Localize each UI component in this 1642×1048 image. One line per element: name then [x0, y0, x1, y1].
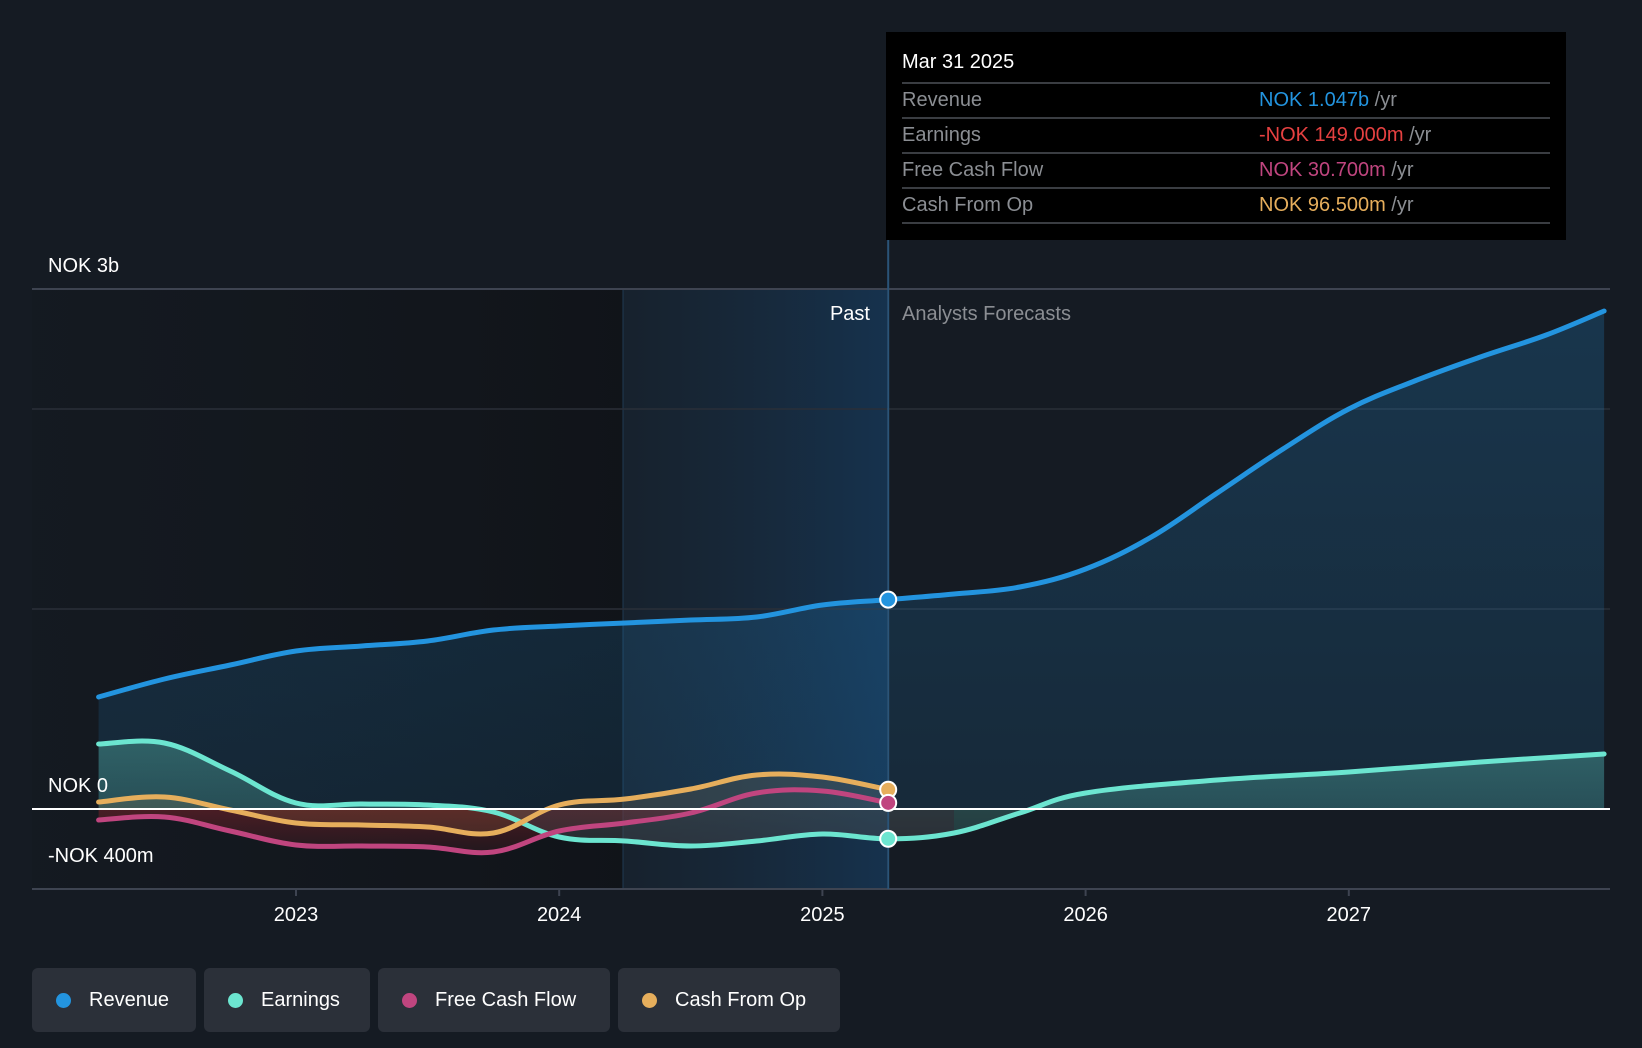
tooltip-date: Mar 31 2025	[902, 32, 1550, 84]
tooltip-value-number: NOK 30.700m	[1259, 159, 1386, 181]
tooltip-unit: /yr	[1374, 89, 1397, 111]
x-tick-label: 2024	[537, 904, 582, 926]
earnings-line	[96, 738, 1607, 849]
free-cash-flow-line	[96, 787, 891, 856]
fcf-cursor-marker	[879, 793, 898, 812]
tooltip-unit: /yr	[1391, 159, 1414, 181]
series-areas	[98, 311, 1605, 853]
y-axis-labels: NOK 3b NOK 0 -NOK 400m	[48, 255, 154, 867]
legend-label: Cash From Op	[675, 988, 807, 1011]
x-tick-label: 2025	[800, 904, 845, 926]
tooltip-label: Free Cash Flow	[902, 159, 1044, 181]
tooltip-value-number: NOK 96.500m	[1259, 194, 1386, 216]
legend-item-earnings[interactable]: Earnings	[204, 968, 370, 1032]
x-tick-label: 2027	[1327, 904, 1372, 926]
y-axis-label: NOK 0	[48, 775, 108, 797]
y-axis-label: -NOK 400m	[48, 845, 154, 867]
tooltip-row-fcf: Free Cash Flow NOK 30.700m /yr	[902, 154, 1550, 189]
revenue-cursor-marker	[879, 590, 898, 609]
tooltip-label: Revenue	[902, 89, 983, 111]
revenue-area	[98, 311, 1605, 809]
tooltip-value: NOK 30.700m /yr	[1259, 154, 1414, 187]
tooltip-unit: /yr	[1409, 124, 1432, 146]
x-axis-ticks: 2023 2024 2025 2026 2027	[274, 889, 1371, 926]
cash-from-op-dot-icon	[642, 992, 657, 1008]
tooltip-row-earnings: Earnings -NOK 149.000m /yr	[902, 119, 1550, 154]
tooltip-value: NOK 1.047b /yr	[1259, 84, 1397, 117]
x-tick-label: 2023	[274, 904, 319, 926]
y-axis-label: NOK 3b	[48, 255, 119, 277]
revenue-line	[96, 308, 1607, 700]
tooltip-row-cfo: Cash From Op NOK 96.500m /yr	[902, 189, 1550, 224]
tooltip-row-revenue: Revenue NOK 1.047b /yr	[902, 84, 1550, 119]
earnings-cursor-marker	[879, 829, 898, 848]
past-label: Past	[830, 303, 870, 325]
earnings-dot-icon	[228, 992, 243, 1008]
free-cash-flow-dot-icon	[402, 992, 417, 1008]
legend-item-cash-from-op[interactable]: Cash From Op	[618, 968, 840, 1032]
legend-label: Earnings	[261, 988, 340, 1011]
legend-item-revenue[interactable]: Revenue	[32, 968, 196, 1032]
forecast-label: Analysts Forecasts	[902, 303, 1071, 325]
tooltip-value: -NOK 149.000m /yr	[1259, 119, 1431, 152]
cursor-markers	[879, 590, 898, 848]
tooltip: Mar 31 2025 Revenue NOK 1.047b /yr Earni…	[886, 32, 1566, 240]
x-tick-label: 2026	[1063, 904, 1108, 926]
tooltip-label: Earnings	[902, 124, 981, 146]
earnings-negative-area	[98, 809, 954, 846]
legend: Revenue Earnings Free Cash Flow Cash Fro…	[32, 968, 840, 1032]
cfo-area	[98, 773, 889, 835]
tooltip-label: Cash From Op	[902, 194, 1034, 216]
legend-item-free-cash-flow[interactable]: Free Cash Flow	[378, 968, 610, 1032]
revenue-dot-icon	[56, 992, 71, 1008]
earnings-area	[98, 741, 1605, 846]
tooltip-value-number: -NOK 149.000m	[1259, 124, 1404, 146]
legend-label: Revenue	[89, 988, 170, 1011]
tooltip-unit: /yr	[1391, 194, 1414, 216]
legend-label: Free Cash Flow	[435, 988, 577, 1011]
tooltip-value-number: NOK 1.047b	[1259, 89, 1370, 111]
tooltip-value: NOK 96.500m /yr	[1259, 189, 1414, 222]
